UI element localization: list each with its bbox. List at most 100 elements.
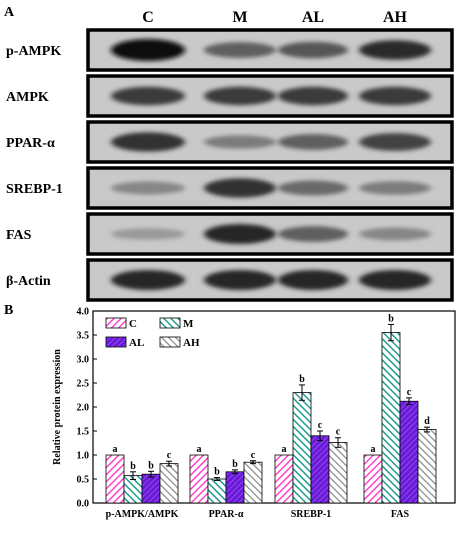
blot-band: [359, 86, 431, 106]
bar-c: [189, 454, 209, 504]
significance-letter: a: [197, 444, 202, 455]
blot-column-label-c: C: [142, 9, 154, 26]
significance-letter: a: [113, 444, 118, 455]
significance-letter: a: [282, 444, 287, 455]
y-tick-label: 3.0: [77, 355, 90, 366]
bar-m: [292, 392, 312, 504]
legend-label-m: M: [183, 318, 194, 330]
legend-swatch-c: [105, 317, 127, 329]
legend-swatch-al: [105, 336, 127, 348]
bar-c: [363, 454, 383, 504]
blot-band: [278, 134, 348, 150]
y-tick-label: 4.0: [77, 307, 90, 318]
blot-band: [278, 226, 348, 242]
significance-letter: b: [299, 374, 305, 385]
legend-label-ah: AH: [183, 337, 200, 349]
x-category-label: p-AMPK/AMPK: [106, 509, 179, 520]
significance-letter: d: [424, 416, 430, 427]
legend: C M AL AH: [105, 317, 200, 349]
bar-ah: [328, 442, 348, 504]
blot-band: [111, 86, 185, 106]
panel-b-letter: B: [4, 303, 13, 318]
blot-column-labels: C M AL AH: [142, 9, 407, 26]
bar-c: [274, 454, 294, 504]
x-category-label: FAS: [391, 509, 410, 520]
y-tick-label: 0.5: [77, 475, 90, 486]
bar-al: [399, 400, 419, 504]
x-category-label: PPAR-α: [209, 509, 244, 520]
blot-row: AMPK: [6, 74, 454, 118]
blot-band: [359, 133, 431, 151]
significance-letter: c: [318, 420, 323, 431]
y-tick-label: 0.0: [77, 499, 90, 510]
blot-row: SREBP-1: [6, 166, 454, 210]
y-tick-label: 1.5: [77, 427, 90, 438]
blot-band: [359, 40, 431, 60]
bar-ah: [243, 461, 263, 504]
legend-swatch-m: [159, 317, 181, 329]
y-tick-label: 1.0: [77, 451, 90, 462]
significance-letter: b: [232, 459, 238, 470]
x-category-label: SREBP-1: [291, 509, 332, 520]
blot-band: [111, 132, 185, 152]
blot-band: [204, 42, 276, 58]
blot-row-label: PPAR-α: [6, 136, 55, 151]
blot-band: [359, 270, 431, 290]
legend-label-al: AL: [129, 337, 144, 349]
blot-row-label: FAS: [6, 228, 32, 243]
significance-letter: c: [336, 427, 341, 438]
blot-band: [111, 228, 185, 240]
y-tick-label: 3.5: [77, 331, 90, 342]
blot-band: [359, 181, 431, 195]
blot-band: [204, 86, 276, 106]
blot-band: [359, 227, 431, 241]
panel-a-letter: A: [4, 5, 15, 20]
blot-column-label-ah: AH: [383, 9, 408, 26]
blot-row: β-Actin: [6, 258, 454, 302]
western-blot-rows: p-AMPK AMPK PPAR-α SREBP-1 FAS β-Actin: [6, 28, 454, 302]
significance-letter: a: [371, 444, 376, 455]
significance-letter: b: [214, 467, 220, 478]
y-axis-label: Relative protein expression: [52, 349, 63, 465]
bar-c: [105, 454, 125, 504]
blot-band: [111, 181, 185, 195]
blot-band: [278, 86, 348, 106]
blot-band: [204, 270, 276, 290]
blot-band: [111, 39, 185, 61]
blot-band: [278, 41, 348, 59]
legend-swatch-ah: [159, 336, 181, 348]
blot-column-label-m: M: [232, 9, 247, 26]
bar-chart: 0.0 0.5 1.0 1.5 2.0 2.5 3.0 3.5 4.0 Relative prot…: [52, 307, 456, 520]
bar-al: [141, 473, 161, 504]
significance-letter: c: [167, 450, 172, 461]
significance-letter: b: [148, 460, 154, 471]
significance-letter: c: [407, 387, 412, 398]
blot-band: [204, 135, 276, 149]
significance-letter: b: [130, 461, 136, 472]
bar-ah: [417, 429, 437, 504]
blot-column-label-al: AL: [302, 9, 324, 26]
bar-m: [207, 478, 227, 504]
blot-band: [278, 270, 348, 290]
blot-row: FAS: [6, 212, 454, 256]
bar-al: [225, 471, 245, 504]
blot-row: PPAR-α: [6, 120, 454, 164]
bar-al: [310, 435, 330, 504]
blot-band: [278, 180, 348, 196]
blot-row: p-AMPK: [6, 28, 454, 72]
blot-row-label: SREBP-1: [6, 182, 63, 197]
blot-band: [111, 270, 185, 290]
significance-letter: c: [251, 450, 256, 461]
bar-ah: [159, 463, 179, 504]
blot-row-label: AMPK: [6, 90, 49, 105]
y-tick-label: 2.5: [77, 379, 90, 390]
blot-row-label: p-AMPK: [6, 44, 61, 59]
blot-row-label: β-Actin: [6, 274, 51, 289]
legend-label-c: C: [129, 318, 137, 330]
significance-letter: b: [388, 313, 394, 324]
blot-band: [204, 178, 276, 198]
blot-band: [204, 224, 276, 244]
bar-m: [381, 332, 401, 504]
y-tick-label: 2.0: [77, 403, 90, 414]
